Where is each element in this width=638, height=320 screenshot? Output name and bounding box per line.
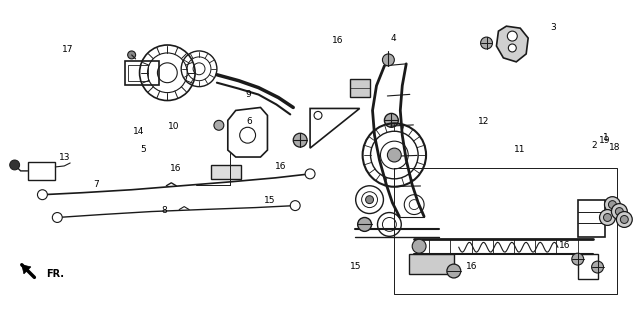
Text: FR.: FR.	[47, 269, 64, 279]
Text: 1: 1	[603, 133, 609, 142]
Circle shape	[620, 215, 628, 223]
Circle shape	[10, 160, 20, 170]
Text: 16: 16	[466, 262, 478, 271]
Text: 16: 16	[276, 163, 287, 172]
Circle shape	[52, 212, 63, 222]
Circle shape	[387, 148, 401, 162]
Text: 19: 19	[599, 136, 611, 146]
Text: 11: 11	[514, 145, 526, 154]
Circle shape	[480, 37, 493, 49]
Circle shape	[38, 190, 47, 200]
Text: 14: 14	[133, 127, 144, 136]
Text: 15: 15	[264, 196, 276, 205]
Bar	[27, 162, 56, 180]
Circle shape	[128, 51, 136, 59]
Circle shape	[293, 133, 307, 147]
Text: 15: 15	[350, 262, 362, 271]
Circle shape	[382, 54, 394, 66]
Circle shape	[609, 201, 616, 209]
Text: 18: 18	[609, 143, 621, 152]
Text: 9: 9	[245, 91, 251, 100]
Text: 3: 3	[550, 23, 556, 32]
Text: 10: 10	[168, 122, 179, 131]
Circle shape	[447, 264, 461, 278]
Text: 16: 16	[170, 164, 181, 173]
Text: 12: 12	[478, 117, 489, 126]
Bar	[124, 61, 160, 85]
Circle shape	[604, 213, 611, 221]
Text: 4: 4	[391, 34, 396, 43]
Bar	[128, 65, 147, 81]
Text: 6: 6	[246, 117, 252, 126]
Bar	[211, 165, 241, 179]
Circle shape	[616, 212, 632, 228]
Polygon shape	[496, 26, 528, 62]
Circle shape	[507, 31, 517, 41]
Circle shape	[358, 218, 371, 231]
Circle shape	[305, 169, 315, 179]
Text: 16: 16	[559, 241, 570, 250]
Circle shape	[385, 113, 398, 127]
Text: 16: 16	[332, 36, 344, 44]
Text: 2: 2	[591, 141, 597, 150]
Text: 7: 7	[94, 180, 100, 189]
Text: 17: 17	[61, 45, 73, 54]
Circle shape	[611, 204, 627, 220]
Polygon shape	[409, 254, 454, 274]
Polygon shape	[22, 265, 31, 274]
Bar	[350, 79, 369, 97]
Text: 8: 8	[161, 206, 167, 215]
Circle shape	[572, 253, 584, 265]
Circle shape	[508, 44, 516, 52]
Text: 13: 13	[59, 153, 71, 162]
Circle shape	[214, 120, 224, 130]
Text: 5: 5	[140, 145, 146, 154]
Circle shape	[366, 196, 373, 204]
Circle shape	[616, 208, 623, 215]
Circle shape	[412, 239, 426, 253]
Circle shape	[600, 210, 616, 225]
Circle shape	[591, 261, 604, 273]
Circle shape	[604, 197, 620, 212]
Circle shape	[290, 201, 300, 211]
